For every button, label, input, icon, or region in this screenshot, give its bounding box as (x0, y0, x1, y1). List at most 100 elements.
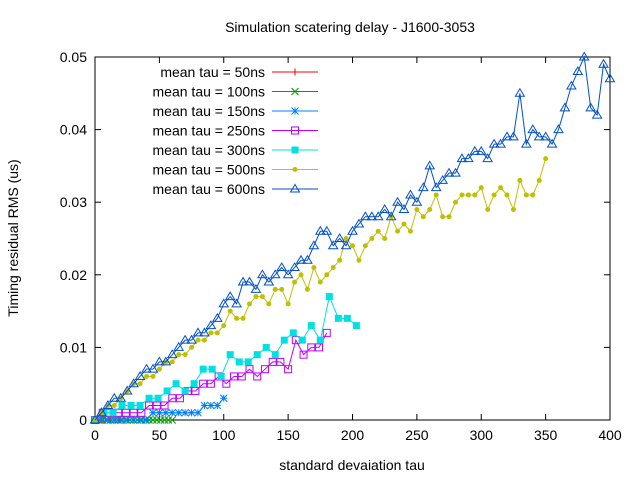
y-tick-label: 0.01 (60, 339, 87, 355)
y-tick-label: 0 (79, 412, 87, 428)
data-point (280, 336, 288, 344)
data-point (207, 401, 215, 410)
data-point (443, 167, 455, 177)
data-point (392, 196, 403, 206)
data-point (253, 372, 262, 381)
data-point (104, 416, 112, 424)
data-point (424, 160, 436, 170)
data-point (194, 408, 202, 417)
data-point (385, 211, 397, 221)
x-tick-label: 300 (470, 427, 494, 443)
data-point (369, 236, 375, 241)
data-point (417, 182, 429, 192)
data-point (137, 381, 143, 387)
data-point (169, 359, 175, 365)
data-point (540, 131, 552, 141)
data-point (350, 243, 355, 249)
data-point (517, 177, 523, 183)
data-point (322, 328, 331, 337)
data-point (362, 243, 368, 249)
legend-label: mean tau = 50ns (160, 64, 265, 80)
data-point (307, 343, 316, 352)
x-tick-label: 400 (598, 427, 622, 443)
data-point (514, 87, 526, 97)
data-point (231, 298, 243, 308)
x-axis-ticks: 0 50 100 150 200 250 300 350 400 (91, 57, 622, 443)
data-point (433, 192, 439, 198)
data-point (182, 352, 188, 358)
data-point (199, 379, 208, 388)
series-line (94, 294, 357, 421)
data-point (430, 182, 442, 192)
data-point (472, 192, 478, 198)
data-point (598, 58, 609, 68)
data-point (395, 228, 401, 234)
data-point (111, 402, 117, 408)
data-point (292, 279, 298, 285)
data-point (153, 356, 165, 366)
data-point (347, 225, 358, 235)
x-axis-label: standard devaiation tau (279, 457, 425, 473)
data-point (307, 322, 315, 330)
data-point (565, 80, 577, 90)
data-point (136, 401, 144, 409)
data-point (200, 401, 209, 410)
data-point (414, 206, 420, 212)
data-point (174, 408, 183, 417)
data-point (340, 240, 352, 250)
data-point (96, 407, 107, 417)
legend-marker (289, 183, 301, 193)
data-point (181, 408, 189, 417)
data-point (192, 327, 204, 337)
data-point (321, 225, 333, 235)
legend-marker (291, 107, 299, 115)
data-point (359, 211, 371, 221)
data-point (136, 416, 144, 424)
x-tick-label: 100 (212, 427, 236, 443)
data-point (168, 416, 177, 424)
series-4 (91, 328, 331, 424)
data-point (446, 214, 452, 220)
data-point (141, 363, 152, 373)
data-point (199, 365, 207, 373)
data-point (475, 145, 487, 155)
x-tick-label: 350 (534, 427, 558, 443)
data-point (536, 177, 542, 183)
data-point (187, 408, 196, 417)
data-point (282, 269, 294, 279)
data-point (450, 167, 461, 177)
data-point (155, 408, 164, 417)
data-point (160, 416, 169, 424)
data-point (352, 322, 360, 330)
data-point (501, 131, 513, 141)
data-point (276, 357, 285, 366)
data-point (160, 356, 172, 366)
data-point (214, 330, 220, 336)
data-point (271, 351, 279, 359)
data-point (456, 153, 468, 163)
data-point (314, 225, 326, 235)
data-point (268, 357, 277, 366)
data-point (121, 385, 133, 395)
data-point (244, 358, 252, 366)
data-point (405, 189, 416, 199)
data-point (327, 240, 339, 250)
data-point (411, 196, 423, 206)
data-point (262, 343, 270, 351)
data-point (144, 373, 149, 379)
data-point (482, 153, 494, 163)
data-point (453, 199, 458, 205)
y-tick-label: 0.05 (60, 49, 87, 65)
data-point (266, 301, 272, 307)
data-point (304, 286, 310, 292)
data-point (235, 358, 243, 366)
data-point (420, 214, 426, 220)
x-tick-label: 50 (152, 427, 168, 443)
data-point (311, 265, 317, 271)
data-point (585, 102, 597, 112)
data-point (190, 380, 198, 388)
legend-marker (291, 146, 299, 154)
data-point (427, 206, 433, 212)
data-point (437, 174, 449, 184)
